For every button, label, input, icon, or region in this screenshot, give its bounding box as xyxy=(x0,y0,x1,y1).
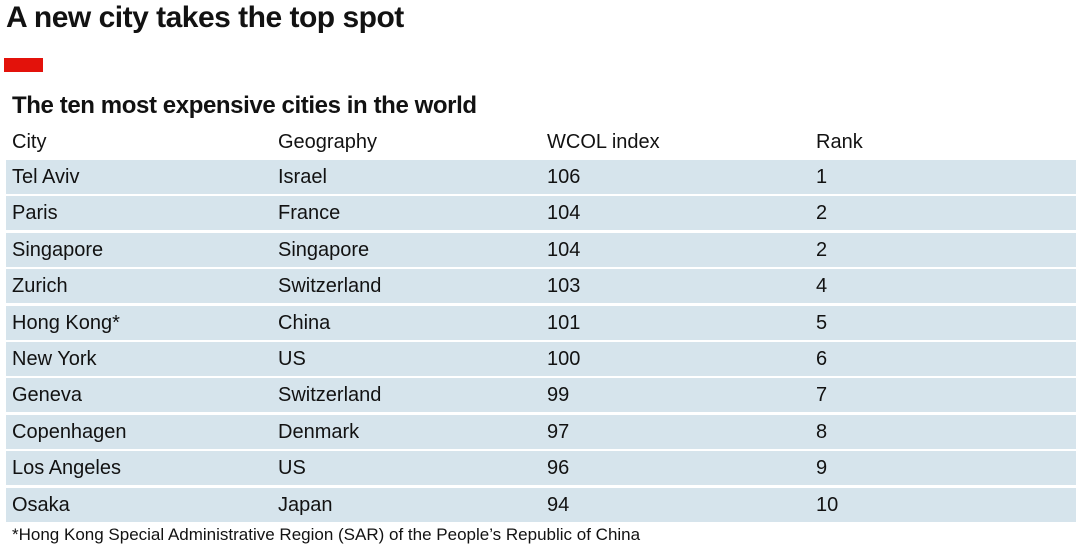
table-cell-city: Paris xyxy=(12,202,58,225)
column-header-rank: Rank xyxy=(816,131,863,153)
table-cell-city: Zurich xyxy=(12,275,68,298)
page-title: A new city takes the top spot xyxy=(6,1,404,34)
table-cell-rank: 5 xyxy=(816,311,828,334)
footnote: *Hong Kong Special Administrative Region… xyxy=(12,525,641,544)
table-cell-geography: Denmark xyxy=(278,420,360,443)
table-cell-rank: 6 xyxy=(816,347,828,370)
table-row: Singapore Singapore 104 2 xyxy=(6,232,1076,267)
table-cell-rank: 2 xyxy=(816,202,828,225)
table-row: Copenhagen Denmark 97 8 xyxy=(6,414,1076,449)
table-cell-city: Singapore xyxy=(12,238,104,261)
table-cell-city: Los Angeles xyxy=(12,457,121,480)
table-cell-wcol-index: 104 xyxy=(547,202,581,225)
table-cell-wcol-index: 101 xyxy=(547,311,581,334)
table-cell-rank: 10 xyxy=(816,493,839,516)
table-row: Osaka Japan 94 10 xyxy=(6,487,1076,522)
table-cell-rank: 9 xyxy=(816,457,828,480)
table-cell-geography: Switzerland xyxy=(278,275,382,298)
table-cell-city: Geneva xyxy=(12,384,83,407)
table-cell-geography: US xyxy=(278,347,306,370)
table-cell-city: Tel Aviv xyxy=(12,166,80,188)
table-cell-city: New York xyxy=(12,347,97,370)
table-cell-wcol-index: 100 xyxy=(547,347,581,370)
table-cell-rank: 4 xyxy=(816,275,828,298)
table-row: Paris France 104 2 xyxy=(6,196,1076,231)
table-cell-wcol-index: 94 xyxy=(547,493,570,516)
table-cell-wcol-index: 104 xyxy=(547,238,581,261)
table-row: New York US 100 6 xyxy=(6,341,1076,376)
table-cell-rank: 8 xyxy=(816,420,828,443)
table-body: Tel Aviv Israel 106 1 Paris France 104 2 Singapo… xyxy=(6,160,1076,522)
table-cell-wcol-index: 96 xyxy=(547,457,570,480)
table-cell-geography: Singapore xyxy=(278,238,370,261)
table-row: Los Angeles US 96 9 xyxy=(6,451,1076,486)
table-cell-wcol-index: 103 xyxy=(547,275,581,298)
table-cell-city: Copenhagen xyxy=(12,420,127,443)
table-cell-geography: US xyxy=(278,457,306,480)
table-cell-geography: Switzerland xyxy=(278,384,382,407)
table-cell-rank: 1 xyxy=(816,166,828,188)
cities-table: City Geography WCOL index Rank Tel Aviv I… xyxy=(6,126,1076,524)
column-header-geography: Geography xyxy=(278,131,377,153)
table-cell-wcol-index: 99 xyxy=(547,384,570,407)
table-cell-geography: China xyxy=(278,311,331,334)
table-cell-geography: Israel xyxy=(278,166,327,188)
table-row: Hong Kong* China 101 5 xyxy=(6,305,1076,340)
table-row: Zurich Switzerland 103 4 xyxy=(6,269,1076,304)
table-header-row: City Geography WCOL index Rank xyxy=(6,126,1076,158)
table-row: Tel Aviv Israel 106 1 xyxy=(6,160,1076,194)
table-cell-rank: 7 xyxy=(816,384,828,407)
brand-red-tag xyxy=(4,58,43,72)
column-header-wcol-index: WCOL index xyxy=(547,131,660,153)
column-header-city: City xyxy=(12,131,47,153)
table-row: Geneva Switzerland 99 7 xyxy=(6,378,1076,413)
table-cell-city: Osaka xyxy=(12,493,70,516)
table-cell-geography: Japan xyxy=(278,493,333,516)
table-cell-city: Hong Kong* xyxy=(12,311,120,334)
table-cell-wcol-index: 106 xyxy=(547,166,581,188)
table-cell-wcol-index: 97 xyxy=(547,420,570,443)
table-cell-geography: France xyxy=(278,202,341,225)
table-cell-rank: 2 xyxy=(816,238,828,261)
table-title: The ten most expensive cities in the wor… xyxy=(12,92,477,119)
